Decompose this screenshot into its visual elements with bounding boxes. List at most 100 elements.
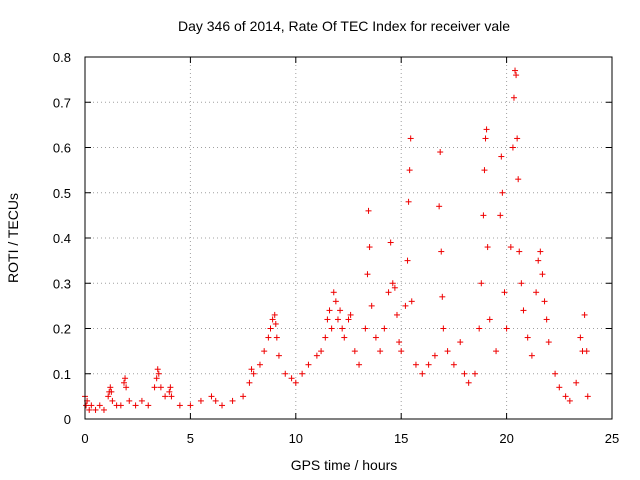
data-point: [305, 361, 312, 368]
data-point: [493, 348, 500, 355]
data-point: [356, 361, 363, 368]
data-point: [457, 339, 464, 346]
data-point: [476, 325, 483, 332]
data-point: [326, 307, 333, 314]
data-point: [391, 284, 398, 291]
data-point: [480, 212, 487, 219]
x-tick-label: 15: [394, 431, 408, 446]
data-point: [86, 406, 93, 413]
y-axis-label: ROTI / TECUs: [5, 193, 21, 283]
data-point: [431, 352, 438, 359]
data-point: [246, 379, 253, 386]
data-point: [219, 402, 226, 409]
data-point: [108, 388, 115, 395]
data-point: [556, 384, 563, 391]
data-point: [168, 393, 175, 400]
data-point: [524, 334, 531, 341]
data-point: [347, 311, 354, 318]
chart-title: Day 346 of 2014, Rate Of TEC Index for r…: [178, 18, 510, 34]
data-point: [581, 311, 588, 318]
data-point: [503, 325, 510, 332]
plot-frame: [84, 56, 613, 420]
data-point: [514, 135, 521, 142]
data-point: [412, 361, 419, 368]
data-point: [334, 316, 341, 323]
data-point: [351, 348, 358, 355]
data-point: [450, 361, 457, 368]
data-point: [583, 348, 590, 355]
data-point: [269, 316, 276, 323]
data-point: [330, 289, 337, 296]
data-points: [82, 67, 591, 413]
data-point: [377, 348, 384, 355]
data-point: [240, 393, 247, 400]
data-point: [368, 302, 375, 309]
data-point: [123, 384, 130, 391]
data-point: [187, 402, 194, 409]
y-tick-label: 0.4: [53, 231, 71, 246]
data-point: [212, 397, 219, 404]
data-point: [366, 244, 373, 251]
data-point: [88, 402, 95, 409]
data-point: [513, 72, 520, 79]
data-point: [541, 298, 548, 305]
data-point: [510, 94, 517, 101]
data-point: [299, 370, 306, 377]
data-point: [562, 393, 569, 400]
data-point: [509, 144, 516, 151]
data-point: [389, 280, 396, 287]
data-point: [515, 176, 522, 183]
data-point: [275, 352, 282, 359]
y-tick-label: 0.2: [53, 322, 71, 337]
data-point: [402, 302, 409, 309]
data-point: [483, 126, 490, 133]
data-point: [499, 189, 506, 196]
data-point: [208, 393, 215, 400]
y-tick-label: 0.1: [53, 367, 71, 382]
data-point: [157, 384, 164, 391]
data-point: [537, 248, 544, 255]
data-point: [288, 375, 295, 382]
data-point: [408, 298, 415, 305]
data-point: [155, 370, 162, 377]
data-point: [518, 280, 525, 287]
data-point: [120, 379, 127, 386]
data-point: [345, 316, 352, 323]
data-point: [501, 289, 508, 296]
data-point: [248, 366, 255, 373]
data-point: [100, 406, 107, 413]
data-point: [512, 67, 519, 74]
data-point: [404, 257, 411, 264]
data-point: [324, 316, 331, 323]
data-point: [313, 352, 320, 359]
data-point: [387, 239, 394, 246]
data-point: [393, 311, 400, 318]
data-point: [543, 316, 550, 323]
data-point: [535, 257, 542, 264]
data-point: [109, 397, 116, 404]
data-point: [271, 311, 278, 318]
data-point: [533, 289, 540, 296]
data-point: [153, 375, 160, 382]
data-point: [438, 248, 445, 255]
data-point: [83, 402, 90, 409]
data-point: [471, 370, 478, 377]
data-point: [250, 370, 257, 377]
data-point: [419, 370, 426, 377]
data-point: [481, 167, 488, 174]
data-point: [516, 248, 523, 255]
data-point: [437, 149, 444, 156]
data-point: [398, 348, 405, 355]
data-point: [151, 384, 158, 391]
data-point: [573, 379, 580, 386]
data-point: [126, 397, 133, 404]
data-point: [122, 375, 129, 382]
y-tick-label: 0.6: [53, 141, 71, 156]
x-tick-label: 25: [605, 431, 619, 446]
data-point: [273, 334, 280, 341]
data-point: [261, 348, 268, 355]
data-point: [372, 334, 379, 341]
data-point: [282, 370, 289, 377]
data-point: [229, 397, 236, 404]
data-point: [539, 271, 546, 278]
